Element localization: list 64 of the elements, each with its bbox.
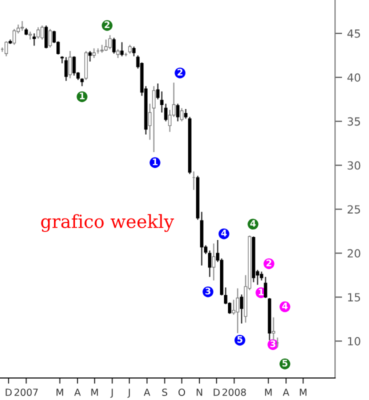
x-tick-label: J — [110, 388, 113, 398]
annotation: 5 — [282, 360, 288, 367]
candlestick — [112, 37, 116, 54]
candlestick — [236, 288, 240, 334]
annotation: 4 — [221, 230, 227, 236]
annotation: 2 — [266, 260, 272, 266]
candlestick — [120, 42, 124, 57]
annotation: 4 — [250, 220, 256, 227]
annotation: 1 — [80, 92, 85, 100]
candlestick — [180, 108, 184, 122]
candlestick — [208, 250, 212, 278]
candlestick — [36, 26, 40, 40]
y-tick-label: 35 — [348, 117, 360, 126]
y-tick-label: 10 — [348, 337, 360, 346]
candlestick — [48, 28, 52, 48]
candlestick — [12, 28, 16, 46]
annotation: 4 — [282, 302, 288, 310]
annotation: grafico weekly — [41, 214, 174, 232]
candlestick — [212, 242, 216, 282]
x-tick-label: A — [282, 388, 290, 396]
x-tick-label: 2007 — [14, 388, 38, 396]
annotation: 1 — [258, 288, 264, 296]
x-tick-label: O — [178, 388, 186, 396]
candlestick — [40, 24, 44, 40]
annotation: 2 — [178, 68, 182, 76]
x-tick-label: M — [56, 388, 64, 396]
candlestick — [132, 46, 136, 57]
annotation: 5 — [237, 336, 242, 343]
candlestick — [20, 20, 24, 32]
y-tick-label: 40 — [347, 73, 360, 82]
candlestick — [176, 103, 180, 122]
x-tick-label: D — [214, 388, 220, 396]
candlestick — [104, 38, 108, 52]
candlestick — [272, 316, 276, 341]
candlestick — [108, 34, 112, 50]
annotation: 2 — [104, 21, 110, 28]
x-tick-label: N — [196, 388, 202, 396]
candlestick — [240, 294, 244, 324]
x-tick-label: A — [74, 388, 81, 396]
candlestick — [152, 86, 156, 153]
y-tick-label: 45 — [347, 30, 360, 38]
annotation: 3 — [270, 340, 276, 348]
x-tick-label: 2008 — [222, 388, 246, 396]
x-tick-label: S — [162, 388, 168, 396]
y-tick-label: 30 — [348, 161, 360, 170]
candlestick — [68, 50, 72, 79]
x-tick-label: D — [6, 388, 12, 396]
y-tick-label: 25 — [348, 205, 360, 214]
y-tick-label: 15 — [348, 293, 360, 302]
y-tick-label: 20 — [348, 249, 360, 258]
candlestick — [32, 32, 36, 46]
annotation: 1 — [152, 158, 158, 166]
x-tick-label: A — [144, 388, 150, 396]
x-tick-label: M — [265, 388, 272, 396]
candlestick — [4, 40, 8, 57]
candlestick — [64, 56, 68, 82]
annotation: 3 — [205, 288, 210, 294]
x-tick-label: J — [127, 388, 130, 398]
candlestick — [28, 31, 32, 40]
candlestick — [264, 276, 268, 299]
x-tick-label: M — [91, 388, 98, 396]
candlestick — [72, 56, 76, 76]
candlestick — [44, 24, 48, 49]
x-tick-label: M — [300, 388, 306, 396]
